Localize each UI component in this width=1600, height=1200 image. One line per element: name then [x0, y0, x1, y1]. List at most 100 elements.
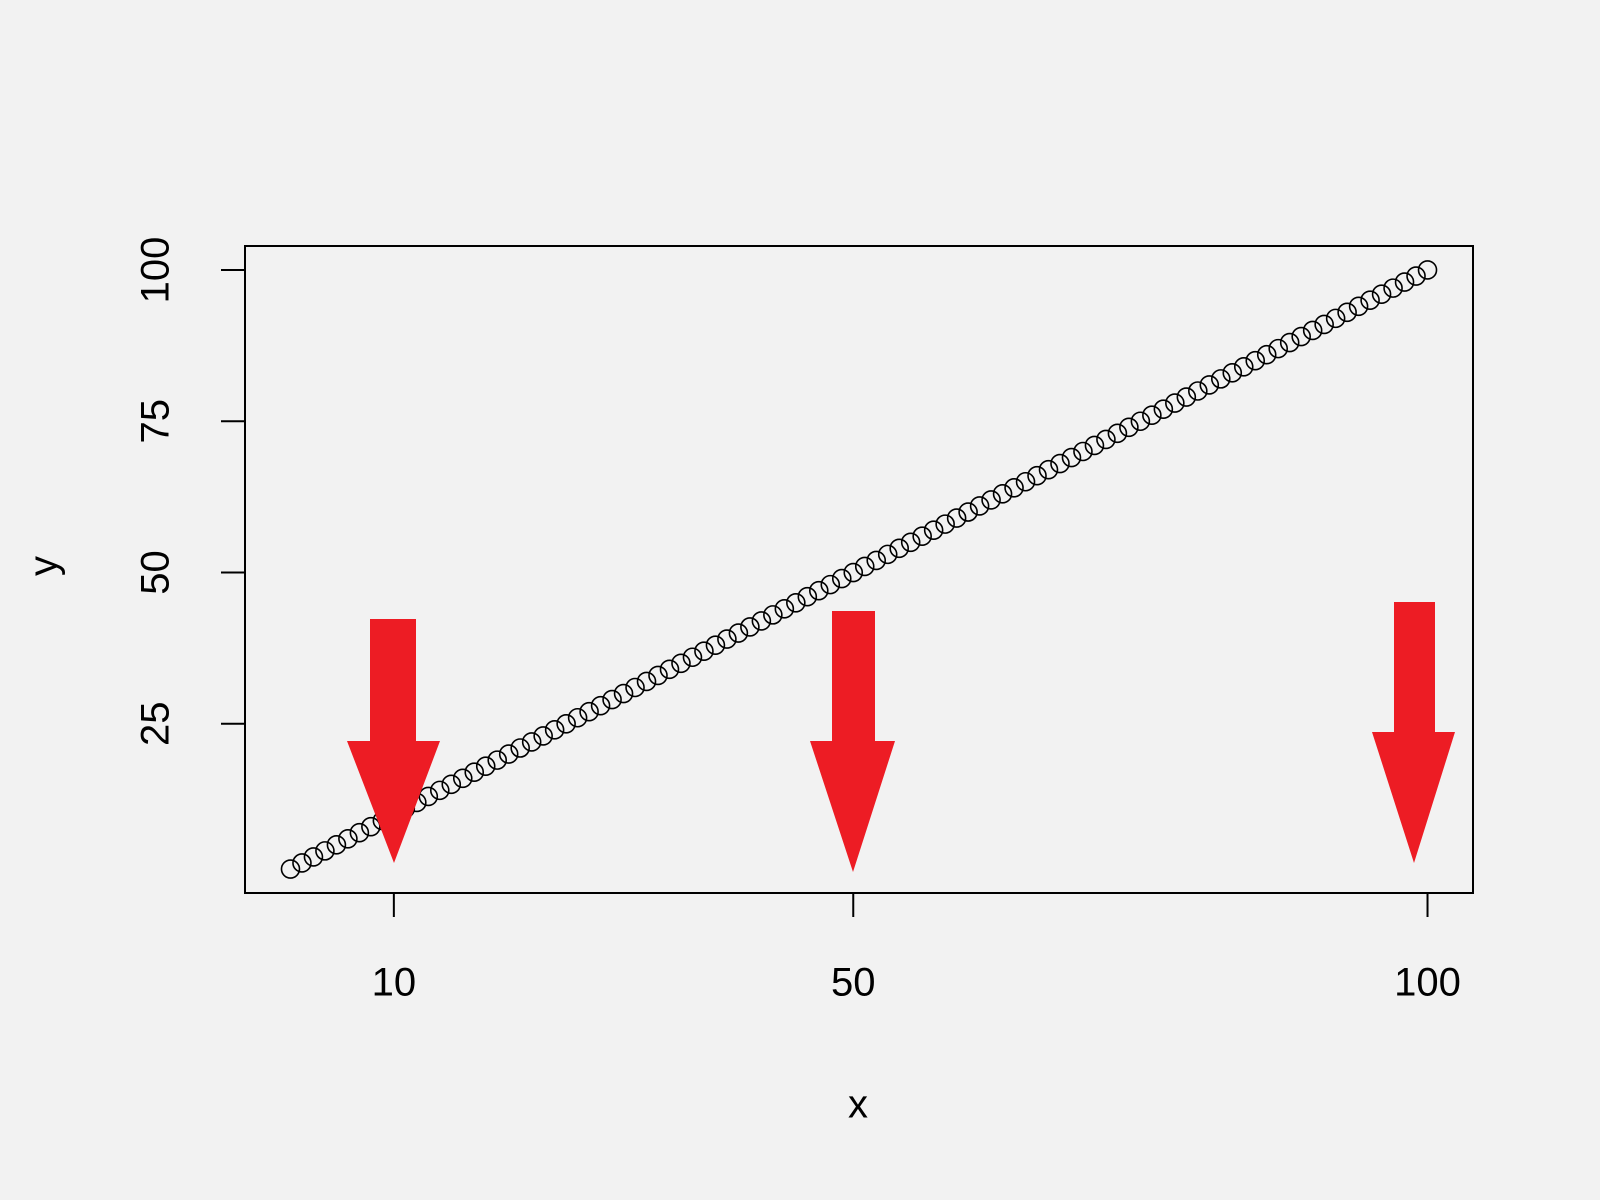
point [992, 484, 1013, 504]
point [464, 762, 485, 783]
point [751, 611, 772, 631]
point [315, 841, 335, 861]
x-axis-label: x [848, 1083, 868, 1127]
point [1176, 387, 1197, 407]
point [969, 496, 990, 516]
point [854, 556, 875, 577]
point [1348, 296, 1369, 317]
point [602, 689, 622, 710]
point [349, 822, 370, 843]
point [1383, 278, 1403, 298]
point [958, 502, 978, 522]
point [1337, 302, 1357, 323]
point [831, 568, 852, 589]
point [1360, 290, 1380, 311]
point [648, 665, 668, 686]
point [361, 816, 381, 837]
point [1245, 350, 1266, 371]
point [659, 659, 680, 680]
point [487, 750, 508, 770]
point [280, 859, 301, 879]
point [418, 786, 439, 807]
point [1256, 344, 1277, 365]
point [1222, 363, 1243, 383]
point [717, 629, 737, 649]
point [981, 490, 1001, 510]
x-tick-label: 50 [831, 961, 876, 1005]
point [820, 574, 841, 595]
point [1038, 459, 1059, 480]
point [1050, 453, 1070, 474]
point [1417, 260, 1438, 280]
point [705, 635, 726, 655]
point [1291, 326, 1311, 347]
point [728, 623, 749, 643]
point [1061, 447, 1082, 468]
x-tick-label: 10 [372, 961, 417, 1005]
point [935, 514, 955, 534]
arrow [810, 611, 895, 872]
point [682, 647, 703, 668]
point [510, 738, 530, 758]
point [590, 695, 611, 716]
point [533, 726, 553, 746]
point [556, 714, 576, 734]
point [786, 592, 806, 613]
point [1096, 429, 1116, 450]
point [338, 828, 358, 849]
point [1153, 399, 1174, 419]
point [292, 853, 312, 873]
point [521, 732, 542, 752]
point [636, 671, 657, 692]
point [694, 641, 714, 661]
point [1302, 320, 1323, 341]
point [1199, 375, 1220, 395]
point [441, 774, 462, 795]
point [1325, 308, 1346, 329]
point [567, 707, 588, 728]
point [1142, 405, 1162, 425]
point [774, 599, 795, 619]
x-tick-label: 100 [1394, 961, 1461, 1005]
point [797, 586, 818, 607]
point [1004, 478, 1024, 498]
arrow [1372, 602, 1455, 863]
point [579, 701, 599, 722]
point [1107, 423, 1128, 444]
point [671, 653, 691, 674]
y-tick-label: 50 [134, 550, 178, 595]
point [1165, 393, 1185, 413]
point [1015, 471, 1036, 492]
y-tick-label: 75 [134, 399, 178, 444]
point [1233, 356, 1254, 377]
y-tick-label: 25 [134, 702, 178, 747]
point [866, 550, 887, 571]
point [843, 562, 864, 583]
point [1027, 465, 1047, 486]
annotations [347, 602, 1455, 872]
arrow [347, 619, 440, 863]
point [303, 847, 324, 867]
point [1119, 417, 1139, 438]
point [946, 508, 967, 528]
point [475, 756, 496, 776]
point [763, 605, 783, 625]
point [544, 720, 565, 740]
point [809, 580, 829, 601]
point [889, 538, 909, 559]
point [923, 520, 944, 540]
point [900, 532, 921, 553]
y-axis-label: y [22, 556, 66, 576]
point [613, 683, 634, 704]
point [1188, 381, 1208, 401]
point [1210, 369, 1231, 389]
point [1371, 284, 1392, 304]
point [1130, 411, 1151, 432]
point [1406, 266, 1426, 286]
point [429, 780, 450, 801]
point [452, 768, 473, 789]
point [1084, 435, 1105, 456]
point [1314, 314, 1334, 335]
